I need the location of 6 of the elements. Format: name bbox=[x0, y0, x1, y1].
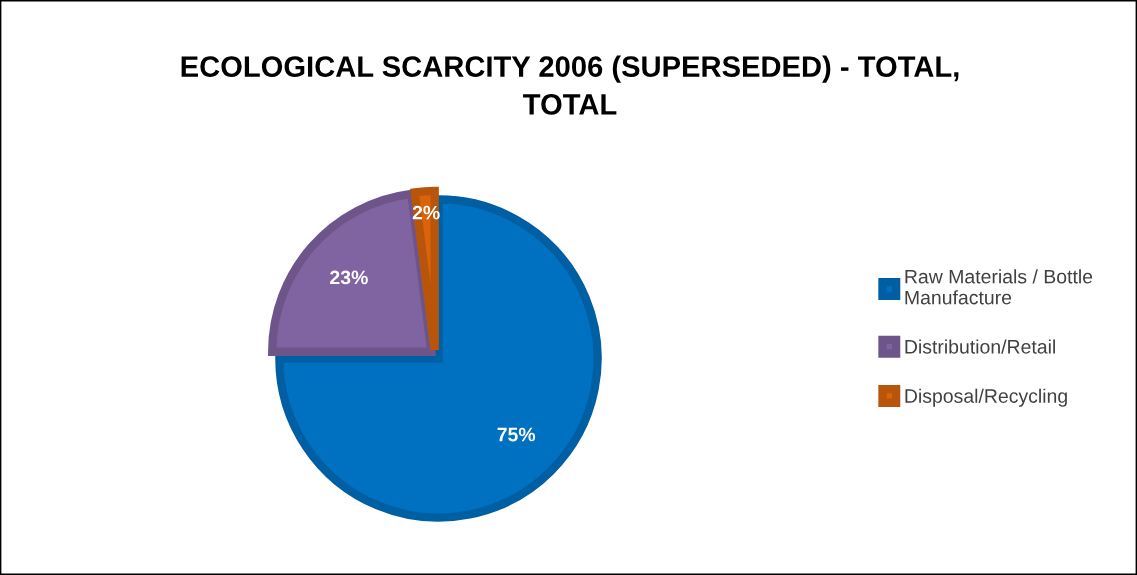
legend-label: Distribution/Retail bbox=[905, 339, 1055, 354]
legend-label: Raw Materials / Bottle Manufacture bbox=[905, 269, 1093, 305]
data-label: 75% bbox=[497, 427, 536, 442]
legend-label: Disposal/Recycling bbox=[905, 388, 1067, 407]
data-label: 23% bbox=[330, 270, 368, 285]
chart-title: ECOLOGICAL SCARCITY 2006 (SUPERSEDED) - TOTAL, TOTAL bbox=[181, 55, 959, 115]
